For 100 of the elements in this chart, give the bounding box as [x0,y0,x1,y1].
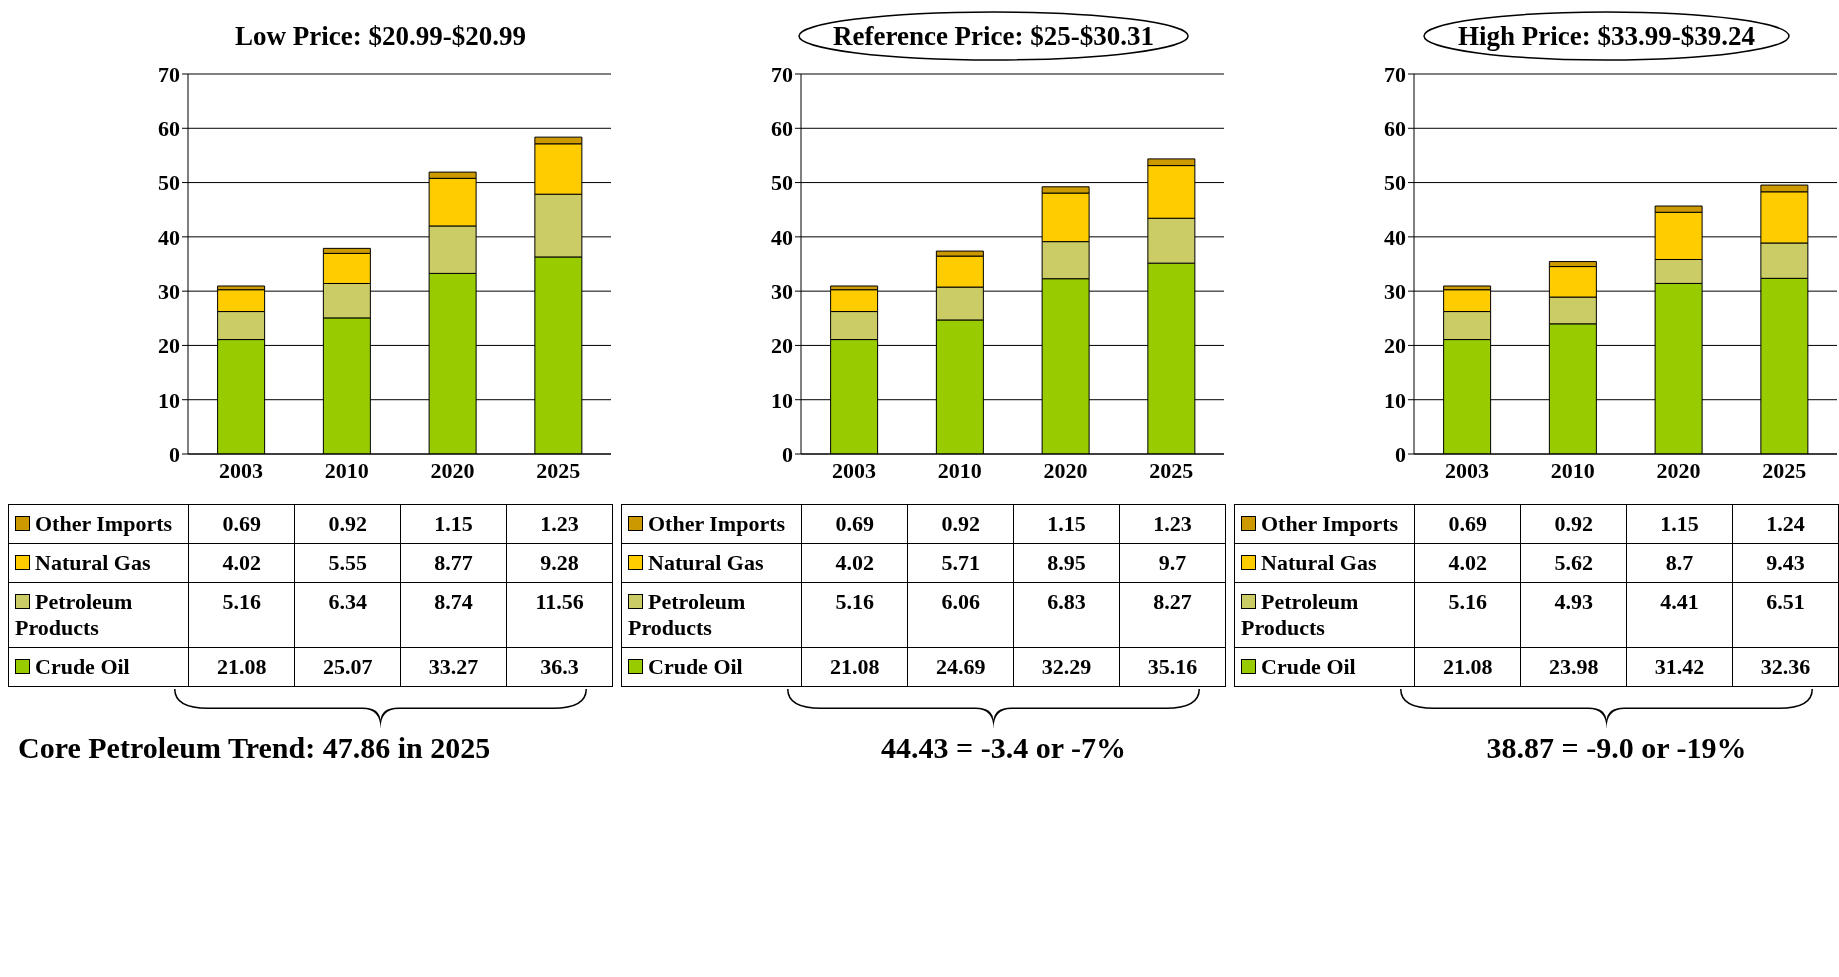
legend-label: Crude Oil [1234,647,1415,687]
legend-label: Petroleum Products [1234,582,1415,648]
data-label: 24.69 [907,647,1014,687]
data-label: 36.3 [506,647,613,687]
y-tick-label: 40 [158,224,180,250]
data-label: 1.24 [1732,504,1839,544]
legend-label: Crude Oil [8,647,189,687]
x-tick-label: 2003 [218,457,263,483]
data-label: 5.16 [188,582,295,648]
data-label: 9.28 [506,543,613,583]
legend-label: Crude Oil [621,647,802,687]
y-tick-label: 70 [771,61,793,87]
data-label: 4.93 [1520,582,1627,648]
data-label: 0.69 [801,504,908,544]
x-tick-label: 2025 [1762,457,1807,483]
data-label: 8.7 [1626,543,1733,583]
y-tick-label: 70 [158,61,180,87]
x-tick-label: 2020 [430,457,475,483]
y-tick-label: 70 [1384,61,1406,87]
y-tick-label: 30 [158,278,180,304]
data-label: 1.23 [506,504,613,544]
y-tick-label: 30 [771,278,793,304]
data-label: 6.06 [907,582,1014,648]
y-tick-label: 50 [1384,170,1406,196]
data-label: 4.41 [1626,582,1733,648]
y-tick-label: 10 [771,387,793,413]
x-tick-label: 2010 [1550,457,1595,483]
data-label: 1.23 [1119,504,1226,544]
y-tick-label: 60 [771,116,793,142]
data-label: 9.43 [1732,543,1839,583]
data-label: 0.69 [188,504,295,544]
data-label: 8.74 [400,582,507,648]
y-tick-label: 50 [158,170,180,196]
data-label: 1.15 [1013,504,1120,544]
chart-title: Low Price: $20.99-$20.99 [234,20,527,53]
y-tick-label: 10 [1384,387,1406,413]
legend-label: Petroleum Products [621,582,802,648]
data-label: 8.27 [1119,582,1226,648]
data-label: 5.16 [1414,582,1521,648]
text: Core Petroleum Trend: 47.86 in 2025 [17,731,492,765]
data-label: 6.34 [294,582,401,648]
y-tick-label: 0 [169,441,180,467]
x-tick-label: 2003 [831,457,876,483]
y-tick-label: 0 [782,441,793,467]
data-label: 8.77 [400,543,507,583]
y-tick-label: 10 [158,387,180,413]
text: 44.43 = -3.4 or -7% [880,731,1127,765]
chart-title: Reference Price: $25-$30.31 [831,20,1156,53]
data-label: 21.08 [801,647,908,687]
y-tick-label: 20 [1384,333,1406,359]
x-tick-label: 2003 [1444,457,1489,483]
text: 38.87 = -9.0 or -19% [1485,731,1748,765]
legend-label: Natural Gas [1234,543,1415,583]
data-label: 32.36 [1732,647,1839,687]
y-tick-label: 20 [158,333,180,359]
y-tick-label: 60 [158,116,180,142]
data-label: 6.83 [1013,582,1120,648]
legend-label: Other Imports [621,504,802,544]
data-label: 6.51 [1732,582,1839,648]
data-label: 5.16 [801,582,908,648]
data-label: 0.92 [294,504,401,544]
data-label: 4.02 [1414,543,1521,583]
data-label: 5.55 [294,543,401,583]
data-label: 1.15 [400,504,507,544]
data-label: 31.42 [1626,647,1733,687]
x-tick-label: 2020 [1656,457,1701,483]
y-tick-label: 60 [1384,116,1406,142]
data-label: 11.56 [506,582,613,648]
data-label: 1.15 [1626,504,1733,544]
data-label: 4.02 [188,543,295,583]
y-tick-label: 20 [771,333,793,359]
data-label: 33.27 [400,647,507,687]
legend-label: Natural Gas [8,543,189,583]
legend-label: Other Imports [1234,504,1415,544]
data-label: 35.16 [1119,647,1226,687]
data-label: 5.71 [907,543,1014,583]
data-label: 25.07 [294,647,401,687]
x-tick-label: 2025 [1149,457,1194,483]
x-tick-label: 2010 [937,457,982,483]
y-tick-label: 50 [771,170,793,196]
y-tick-label: 40 [1384,224,1406,250]
data-label: 32.29 [1013,647,1120,687]
legend-label: Natural Gas [621,543,802,583]
data-label: 8.95 [1013,543,1120,583]
x-tick-label: 2020 [1043,457,1088,483]
legend-label: Petroleum Products [8,582,189,648]
y-tick-label: 40 [771,224,793,250]
y-tick-label: 0 [1395,441,1406,467]
data-label: 0.69 [1414,504,1521,544]
data-label: 0.92 [907,504,1014,544]
x-tick-label: 2010 [324,457,369,483]
data-label: 21.08 [1414,647,1521,687]
data-label: 0.92 [1520,504,1627,544]
data-label: 4.02 [801,543,908,583]
data-label: 5.62 [1520,543,1627,583]
legend-label: Other Imports [8,504,189,544]
data-label: 21.08 [188,647,295,687]
y-tick-label: 30 [1384,278,1406,304]
x-tick-label: 2025 [536,457,581,483]
data-label: 9.7 [1119,543,1226,583]
